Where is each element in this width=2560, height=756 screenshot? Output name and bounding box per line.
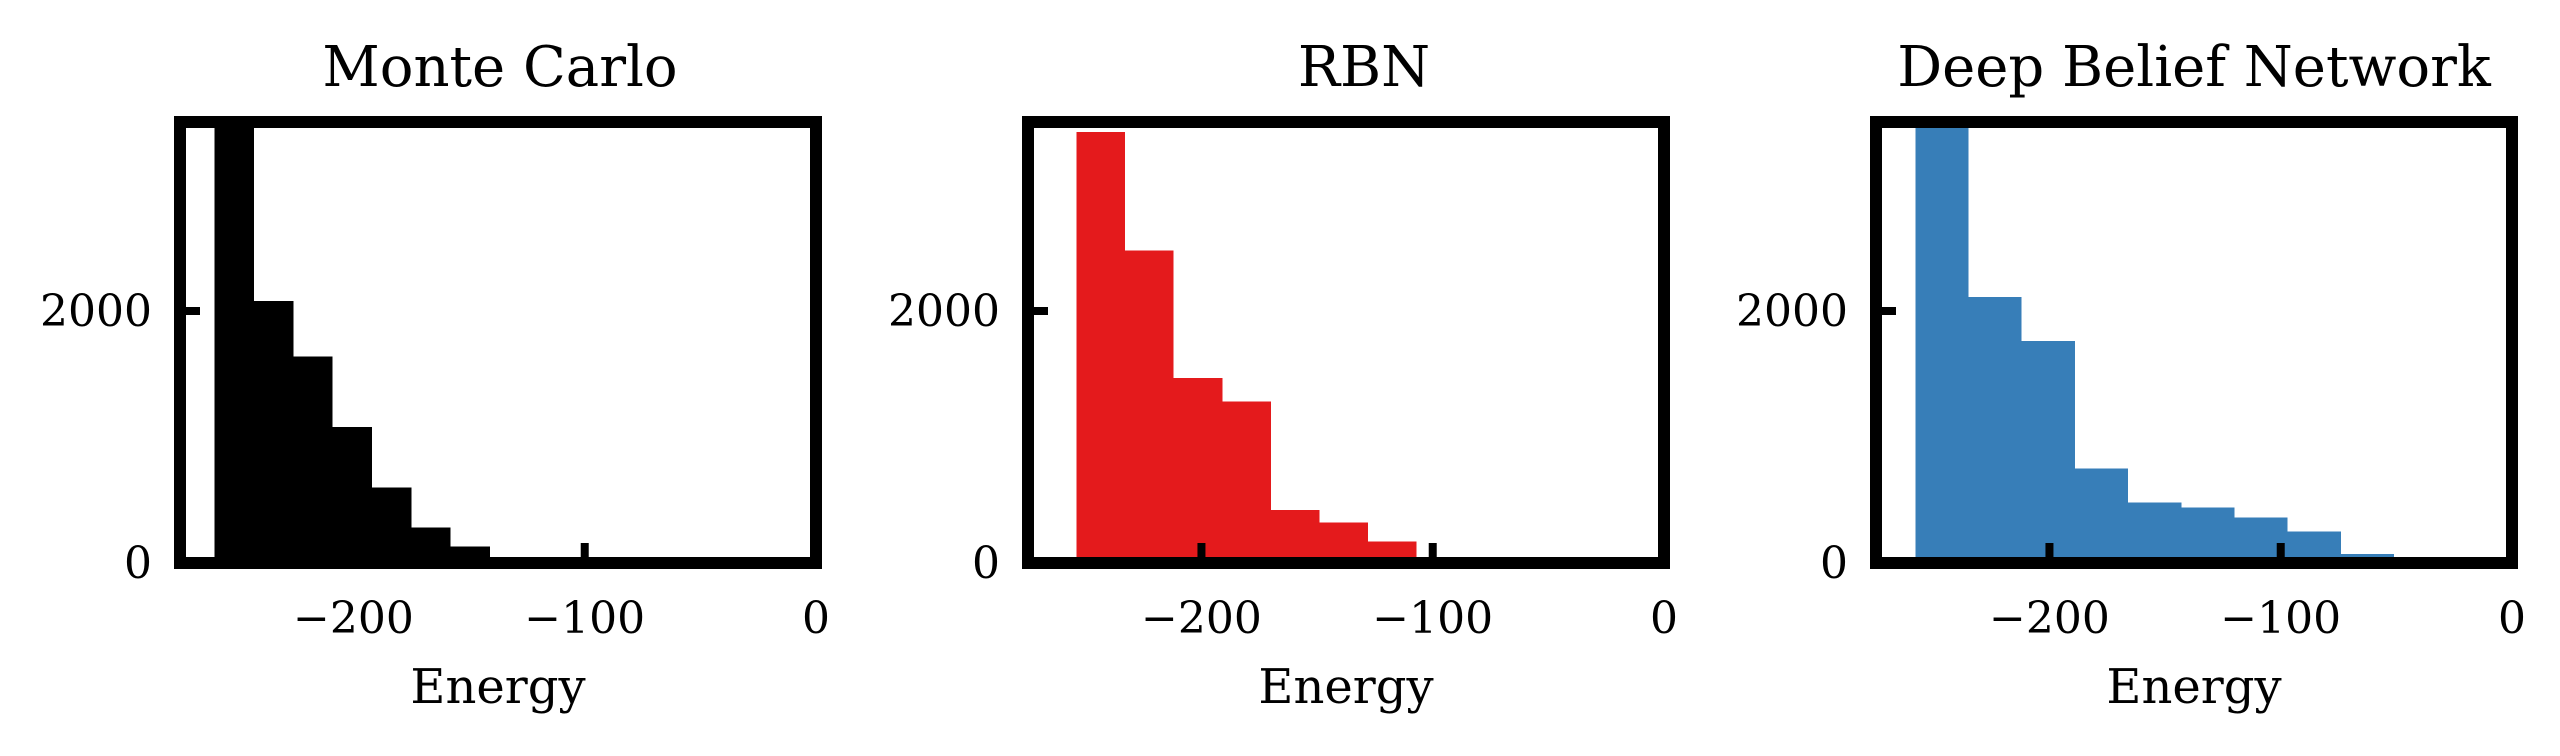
histogram-bar (2074, 468, 2129, 563)
histogram-bar (1125, 250, 1174, 563)
subplot-title: Monte Carlo (322, 35, 677, 100)
subplot-title: RBN (1298, 35, 1430, 100)
axes-frame (174, 116, 822, 569)
x-tick-label: 0 (802, 593, 830, 644)
histogram-bar (1076, 132, 1126, 563)
y-tick-label: 2000 (40, 286, 152, 337)
y-tick-label: 2000 (888, 286, 1000, 337)
x-tick-label: −100 (1372, 593, 1493, 644)
plot-area: −200 −100 0 0 2000 Energy (1736, 116, 2526, 715)
histogram-bar (2181, 507, 2235, 563)
histogram-bar (1222, 401, 1271, 563)
subplot-title: Deep Belief Network (1897, 35, 2492, 100)
y-tick-label: 0 (124, 538, 152, 589)
histogram-bar (254, 300, 294, 563)
histogram-bar (1915, 122, 1969, 563)
histogram-bar (214, 122, 255, 563)
axes-frame (1870, 116, 2518, 569)
axes-frame (1022, 116, 1670, 569)
x-tick-label: −100 (524, 593, 645, 644)
plot-area: −200 −100 0 0 2000 Energy (888, 116, 1678, 715)
histogram-bar (2128, 502, 2182, 563)
histogram-bar (1270, 510, 1320, 563)
x-tick-label: −200 (293, 593, 414, 644)
x-axis-label: Energy (2106, 659, 2281, 715)
x-tick-label: 0 (1650, 593, 1678, 644)
y-tick-label: 2000 (1736, 286, 1848, 337)
y-tick-label: 0 (1820, 538, 1848, 589)
subplot-deep-belief-network: Deep Belief Network −200 −100 0 0 2000 Energy (1736, 35, 2526, 715)
histogram-bar (332, 426, 372, 563)
histogram-bar (1173, 377, 1223, 563)
histogram-bar (1968, 297, 2022, 563)
x-axis-label: Energy (1258, 659, 1433, 715)
x-tick-label: 0 (2498, 593, 2526, 644)
histogram-bar (293, 356, 333, 563)
y-tick-label: 0 (972, 538, 1000, 589)
x-tick-label: −100 (2220, 593, 2341, 644)
x-tick-label: −200 (1141, 593, 1262, 644)
histogram-bar (371, 487, 412, 563)
histogram-bar (1319, 522, 1368, 563)
x-tick-label: −200 (1989, 593, 2110, 644)
subplot-monte-carlo: Monte Carlo −200 −100 0 0 2000 Energy (40, 35, 830, 715)
x-axis-label: Energy (410, 659, 585, 715)
subplot-rbn: RBN −200 −100 0 0 2000 Energy (888, 35, 1678, 715)
plot-area: −200 −100 0 0 2000 Energy (40, 116, 830, 715)
histogram-bar (2021, 341, 2075, 563)
